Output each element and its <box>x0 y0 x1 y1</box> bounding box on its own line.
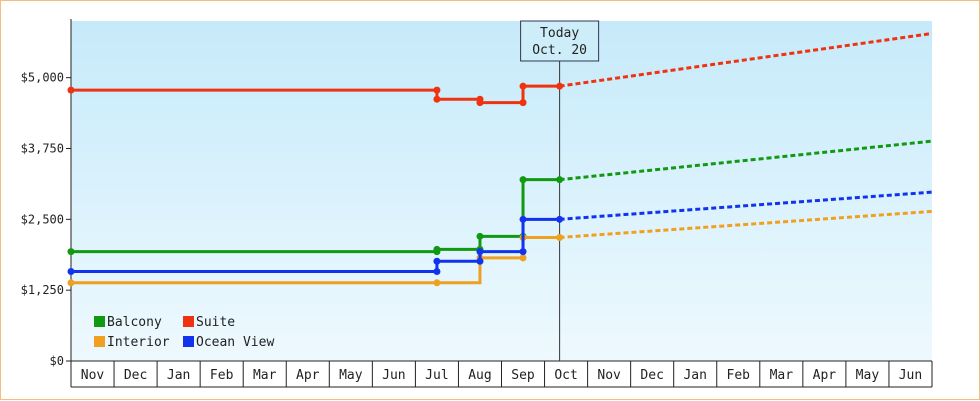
data-point-ocean-view <box>476 257 484 265</box>
data-point-ocean-view <box>433 257 441 265</box>
legend-swatch-ocean-view <box>183 336 194 347</box>
data-point-interior <box>67 279 75 287</box>
x-tick-label: Apr <box>813 368 837 383</box>
series-forecast-ocean-view <box>559 190 933 221</box>
x-tick-label: Nov <box>81 368 105 383</box>
x-tick-label: Jun <box>382 368 405 383</box>
data-point-ocean-view <box>433 267 441 275</box>
data-point-balcony <box>519 176 527 184</box>
x-tick-label: Sep <box>511 368 535 383</box>
data-point-suite <box>519 82 527 90</box>
data-point-suite <box>433 95 441 103</box>
x-tick-label: Jan <box>683 368 706 383</box>
legend-swatch-interior <box>94 336 105 347</box>
x-tick-label: May <box>856 368 880 383</box>
x-tick-label: May <box>339 368 363 383</box>
x-tick-label: Jan <box>167 368 190 383</box>
data-point-ocean-view <box>519 248 527 256</box>
data-point-ocean-view <box>67 267 75 275</box>
data-point-interior <box>556 233 564 241</box>
x-tick-label: Nov <box>597 368 621 383</box>
x-tick-label: Aug <box>468 368 491 383</box>
data-point-ocean-view <box>476 248 484 256</box>
today-label: Today <box>540 26 579 41</box>
data-point-interior <box>519 254 527 262</box>
series-forecast-balcony <box>559 139 933 182</box>
legend-label-interior: Interior <box>107 335 170 350</box>
y-tick-label: $3,750 <box>21 142 64 156</box>
x-tick-label: Dec <box>640 368 663 383</box>
data-point-balcony <box>556 176 564 184</box>
today-date: Oct. 20 <box>532 43 587 58</box>
x-tick-label: Oct <box>554 368 577 383</box>
legend-swatch-balcony <box>94 316 105 327</box>
x-tick-label: Jun <box>899 368 922 383</box>
legend-label-balcony: Balcony <box>107 315 162 330</box>
today-box <box>520 20 600 62</box>
x-tick-label: Feb <box>210 368 234 383</box>
data-point-ocean-view <box>556 215 564 223</box>
data-point-suite <box>556 82 564 90</box>
data-point-suite <box>433 86 441 94</box>
x-tick-label: Apr <box>296 368 320 383</box>
data-point-suite <box>476 99 484 107</box>
data-point-suite <box>67 86 75 94</box>
data-point-balcony <box>67 248 75 256</box>
legend-label-suite: Suite <box>196 315 235 330</box>
data-point-balcony <box>433 245 441 253</box>
data-point-balcony <box>476 232 484 240</box>
x-tick-label: Mar <box>253 368 277 383</box>
y-tick-label: $0 <box>50 354 64 368</box>
data-point-interior <box>433 279 441 287</box>
series-forecast-interior <box>559 209 933 239</box>
x-tick-label: Dec <box>124 368 147 383</box>
x-tick-label: Mar <box>770 368 794 383</box>
y-tick-label: $5,000 <box>21 71 64 85</box>
y-tick-label: $2,500 <box>21 212 64 226</box>
legend-swatch-suite <box>183 316 194 327</box>
series-forecast-suite <box>559 31 933 88</box>
x-tick-label: Jul <box>425 368 448 383</box>
y-tick-label: $1,250 <box>21 283 64 297</box>
legend-label-ocean-view: Ocean View <box>196 335 274 350</box>
data-point-suite <box>519 99 527 107</box>
data-point-ocean-view <box>519 215 527 223</box>
plot-area <box>71 21 932 361</box>
x-tick-label: Feb <box>727 368 751 383</box>
